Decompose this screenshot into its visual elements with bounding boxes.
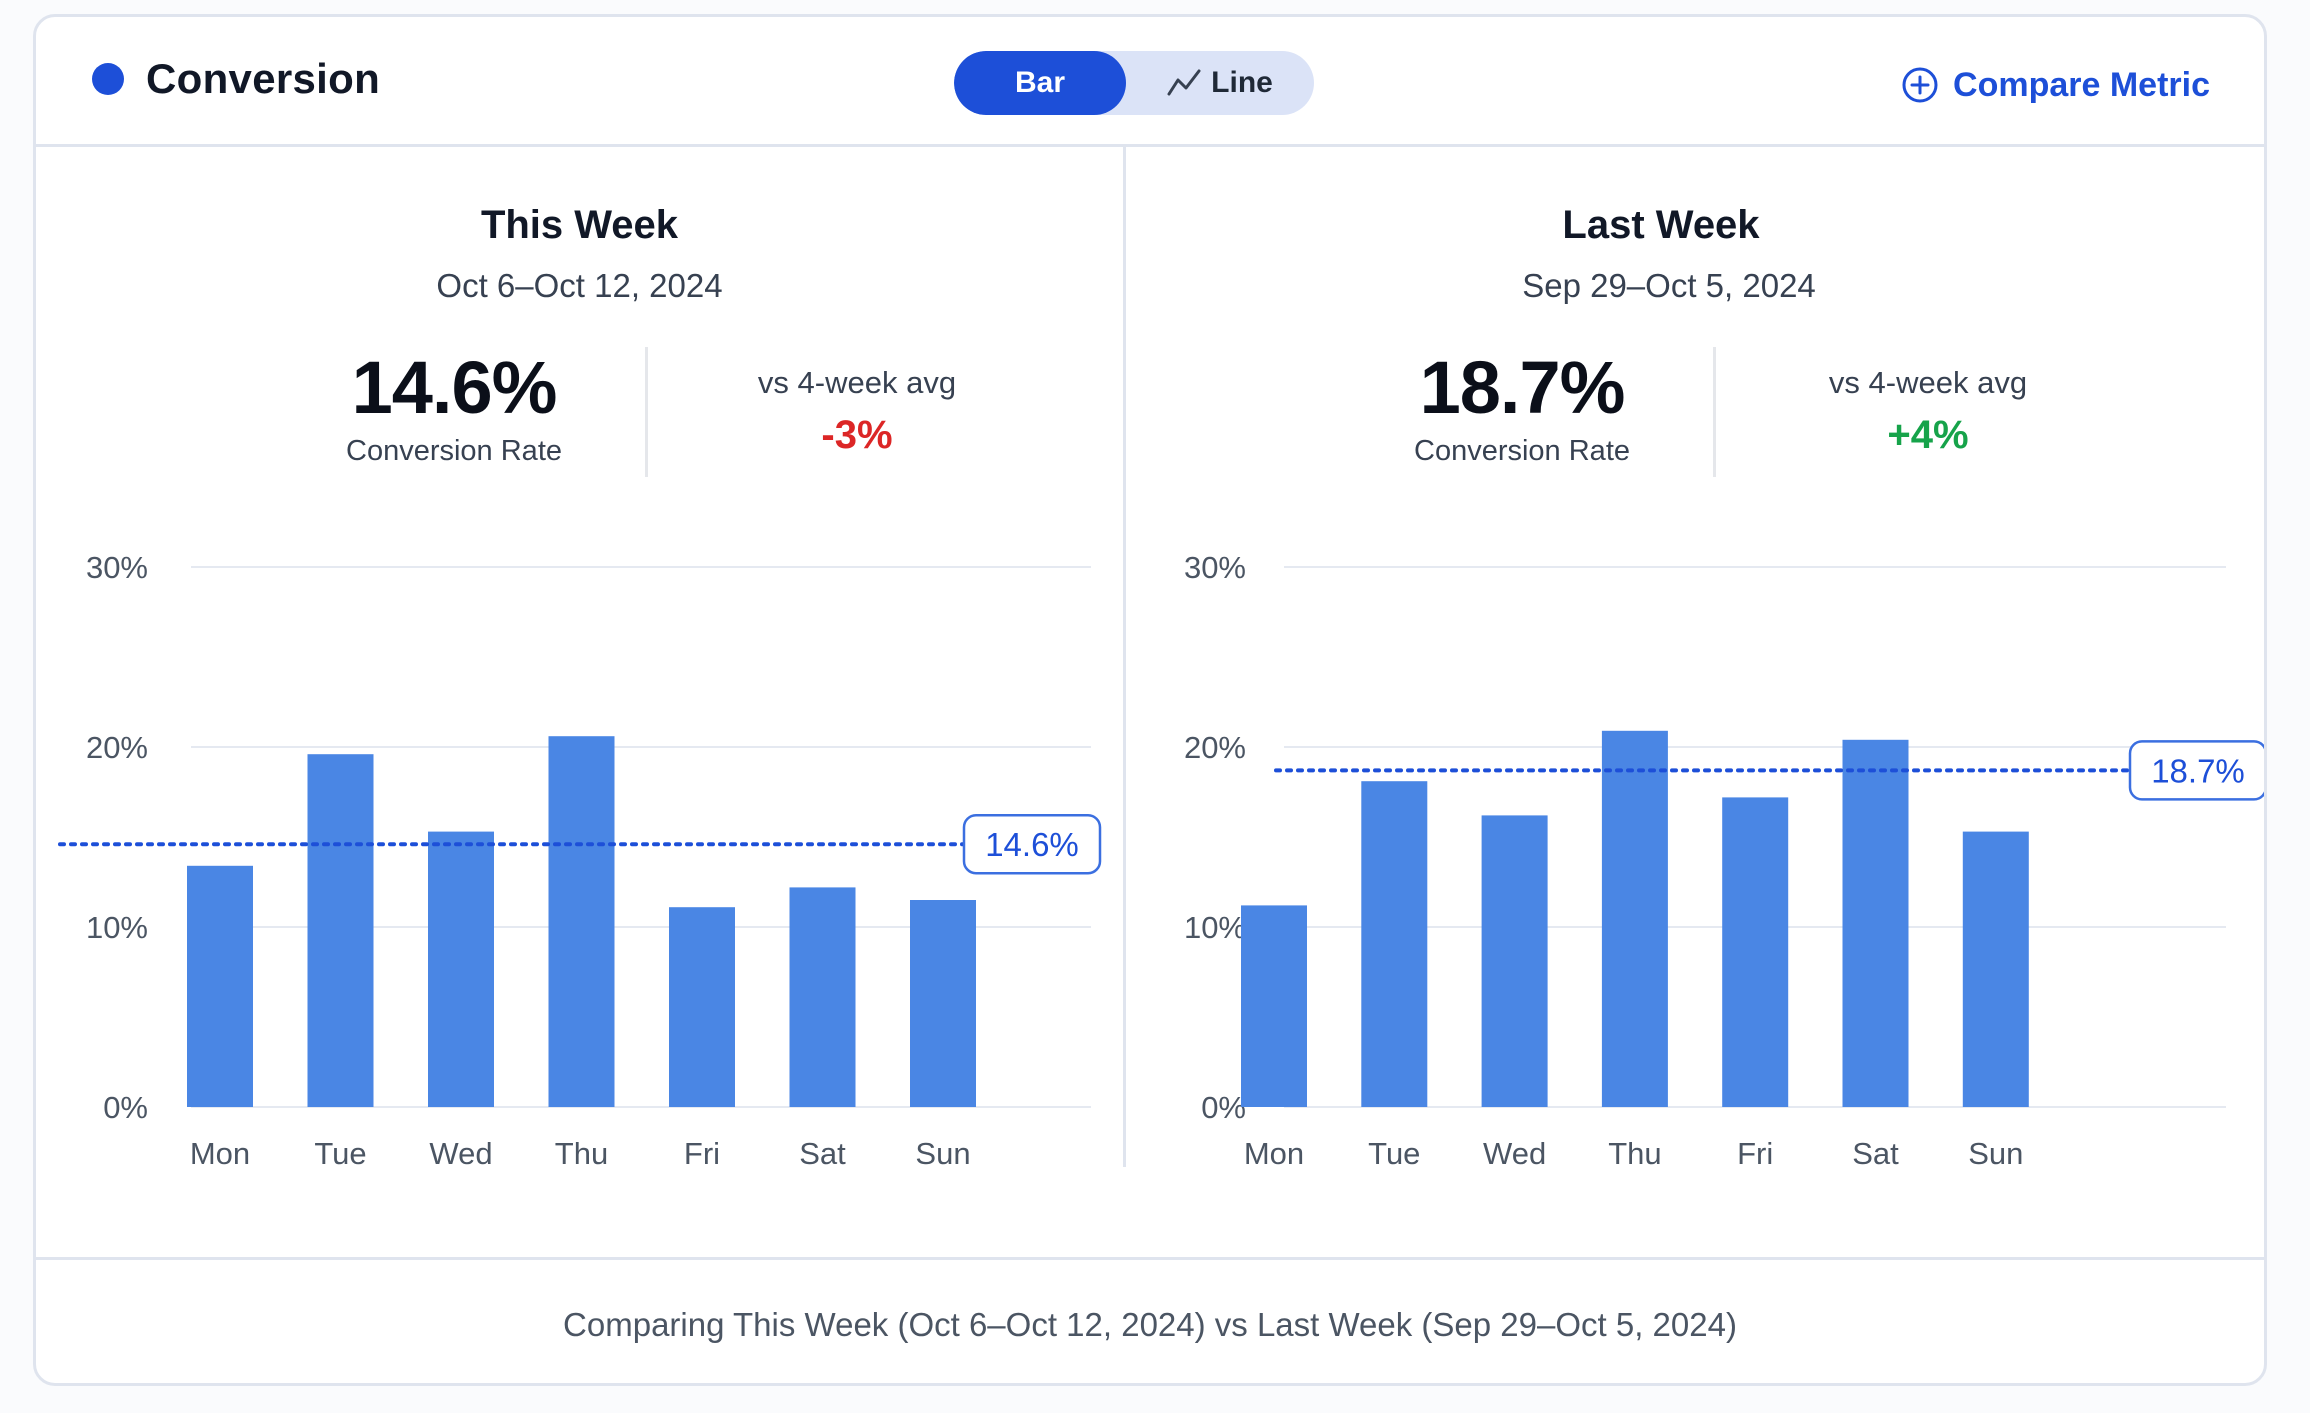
this-week-vs-value: -3% [821, 413, 893, 457]
last-week-x-tick-label: Sun [1968, 1136, 2023, 1171]
last-week-bar-tue[interactable] [1361, 781, 1428, 1107]
this-week-vs-avg: vs 4-week avg -3% [707, 365, 1007, 458]
last-week-y-tick-label: 0% [1201, 1090, 1246, 1125]
last-week-bar-thu[interactable] [1601, 730, 1668, 1107]
this-week-average-label: 14.6% [985, 826, 1079, 863]
this-week-vs-label: vs 4-week avg [757, 365, 957, 400]
last-week-bar-mon[interactable] [1241, 905, 1307, 1107]
compare-metric-label: Compare Metric [1953, 65, 2210, 104]
this-week-y-tick-label: 20% [86, 730, 148, 765]
comparison-footer: Comparing This Week (Oct 6–Oct 12, 2024)… [36, 1257, 2264, 1383]
this-week-y-tick-label: 10% [86, 910, 148, 945]
last-week-title: Last Week [1562, 203, 1760, 247]
line-chart-icon [1167, 69, 1201, 96]
this-week-bar-thu[interactable] [548, 736, 615, 1107]
chart-type-toggle: Bar Line [954, 51, 1314, 115]
last-week-x-tick-label: Fri [1737, 1136, 1773, 1171]
this-week-x-tick-label: Wed [429, 1136, 492, 1171]
this-week-average-badge [962, 813, 1102, 875]
this-week-bar-mon[interactable] [187, 865, 253, 1107]
last-week-bar-sat[interactable] [1842, 739, 1909, 1107]
comparison-footer-text: Comparing This Week (Oct 6–Oct 12, 2024)… [563, 1305, 1737, 1343]
compare-metric-button[interactable]: Compare Metric [1901, 65, 2210, 105]
last-week-bar-sun[interactable] [1962, 831, 2029, 1107]
last-week-bar-wed[interactable] [1481, 815, 1548, 1107]
last-week-y-tick-label: 30% [1184, 550, 1246, 585]
this-week-bar-fri[interactable] [669, 907, 735, 1107]
this-week-kpi: 14.6% Conversion Rate [274, 347, 634, 468]
last-week-range: Sep 29–Oct 5, 2024 [1522, 267, 1816, 304]
last-week-bar-fri[interactable] [1722, 797, 1789, 1107]
bar-toggle-button[interactable]: Bar [954, 51, 1126, 115]
this-week-bar-tue[interactable] [307, 754, 374, 1107]
last-week-panel: Last Week Sep 29–Oct 5, 2024 18.7% Conve… [1126, 147, 2264, 1267]
last-week-kpi-separator [1713, 347, 1716, 477]
last-week-x-tick-label: Tue [1368, 1136, 1420, 1171]
metric-name: Conversion [146, 55, 381, 102]
last-week-average-badge [2128, 740, 2264, 801]
metric-title: Conversion [92, 53, 380, 105]
bar-toggle-label: Bar [1014, 66, 1066, 99]
this-week-panel: This Week Oct 6–Oct 12, 2024 14.6% Conve… [36, 147, 1123, 1267]
this-week-y-tick-label: 30% [86, 550, 148, 585]
last-week-kpi-label: Conversion Rate [1414, 435, 1630, 467]
panel-divider [1123, 147, 1126, 1167]
last-week-kpi-value: 18.7% [1419, 346, 1626, 429]
conversion-card: Conversion Bar Line Compare Metric This [33, 14, 2267, 1386]
line-toggle-button[interactable]: Line [1126, 51, 1314, 115]
line-toggle-label: Line [1211, 66, 1273, 99]
last-week-average-label: 18.7% [2151, 752, 2245, 789]
this-week-kpi-separator [645, 347, 648, 477]
last-week-x-tick-label: Wed [1483, 1136, 1546, 1171]
last-week-x-tick-label: Mon [1244, 1136, 1304, 1171]
last-week-x-tick-label: Thu [1608, 1136, 1661, 1171]
this-week-x-tick-label: Thu [555, 1136, 608, 1171]
last-week-y-tick-label: 20% [1184, 730, 1246, 765]
this-week-kpi-value: 14.6% [351, 346, 558, 429]
this-week-title: This Week [480, 203, 679, 247]
metric-dot-icon [92, 63, 124, 95]
last-week-vs-label: vs 4-week avg [1828, 365, 2028, 400]
this-week-kpi-label: Conversion Rate [346, 435, 562, 467]
this-week-x-tick-label: Mon [190, 1136, 250, 1171]
last-week-kpi: 18.7% Conversion Rate [1342, 347, 1702, 468]
last-week-x-tick-label: Sat [1852, 1136, 1899, 1171]
this-week-x-tick-label: Fri [684, 1136, 720, 1171]
last-week-bar-chart: 0% 10% 20% 30% Mon Tue Wed Thu Fri Sat Sun 18.7% [1184, 550, 2264, 1171]
this-week-bar-wed[interactable] [428, 831, 494, 1107]
plus-circle-icon [1902, 67, 1938, 103]
this-week-x-tick-label: Sat [799, 1136, 846, 1171]
this-week-y-tick-label: 0% [103, 1090, 148, 1125]
card-header: Conversion Bar Line Compare Metric [36, 17, 2264, 147]
last-week-vs-avg: vs 4-week avg +4% [1778, 365, 2078, 458]
last-week-vs-value: +4% [1887, 413, 1969, 457]
this-week-bar-chart: 0% 10% 20% 30% Mon Tue Wed Thu Fri Sat Sun 14.6% [58, 550, 1102, 1171]
this-week-bar-sun[interactable] [910, 900, 976, 1107]
this-week-x-tick-label: Sun [915, 1136, 970, 1171]
this-week-x-tick-label: Tue [314, 1136, 366, 1171]
this-week-bar-sat[interactable] [789, 887, 856, 1107]
last-week-y-tick-label: 10% [1184, 910, 1246, 945]
this-week-range: Oct 6–Oct 12, 2024 [436, 267, 723, 304]
